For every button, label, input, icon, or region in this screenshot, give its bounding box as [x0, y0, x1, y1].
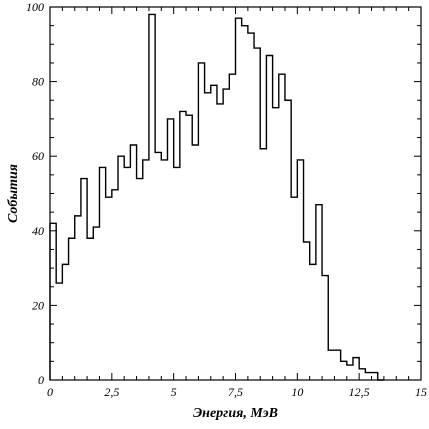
y-tick-label: 0 — [38, 373, 44, 387]
y-axis-title: События — [6, 164, 21, 223]
x-tick-label: 7,5 — [228, 385, 243, 399]
y-tick-label: 20 — [32, 298, 44, 312]
y-tick-label: 100 — [26, 0, 44, 14]
y-tick-label: 80 — [32, 75, 44, 89]
histogram-series-line — [49, 13, 384, 381]
x-tick-label: 15 — [415, 385, 427, 399]
x-tick-label: 10 — [291, 385, 303, 399]
x-tick-label: 0 — [47, 385, 53, 399]
y-tick-label: 60 — [32, 149, 44, 163]
x-axis-title: Энергия, МэВ — [193, 406, 278, 421]
x-tick-label: 2,5 — [104, 385, 119, 399]
tick-labels: 0 2,5 5 7,5 10 12,5 15 0 20 40 60 80 100 — [26, 0, 427, 399]
plot-frame — [49, 6, 422, 381]
y-tick-label: 40 — [32, 224, 44, 238]
x-tick-label: 5 — [171, 385, 177, 399]
x-tick-label: 12,5 — [349, 385, 370, 399]
